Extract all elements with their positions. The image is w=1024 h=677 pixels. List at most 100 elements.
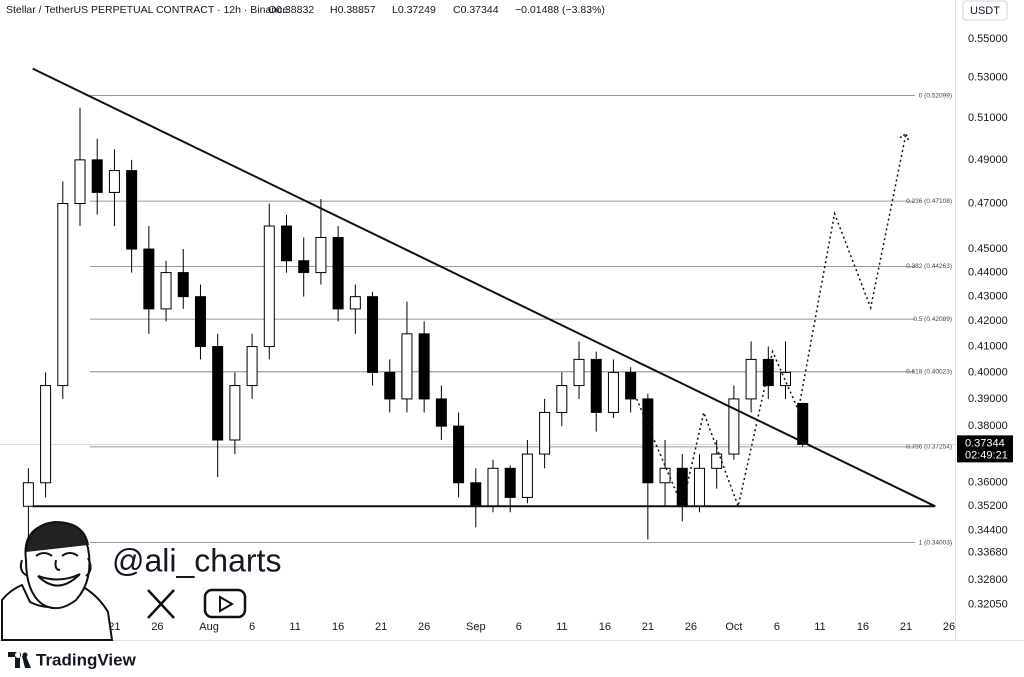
candle-body [780,371,792,387]
last-price-badge [957,435,1013,463]
triangle-pattern [32,67,936,508]
candle-body [229,385,241,441]
y-tick-label: 0.55000 [968,33,1008,45]
y-tick-label: 0.34400 [968,524,1008,536]
candle-body [194,296,206,348]
fib-level-label: 0 (0.52099) [919,92,952,99]
x-tick-label: 6 [516,621,522,633]
y-tick-label: 0.42000 [968,315,1008,327]
candle-body [728,398,740,455]
x-tick-label: 26 [943,621,955,633]
candle-body [40,385,52,484]
y-tick-label: 0.40000 [968,366,1008,378]
y-tick-label: 0.32050 [968,598,1008,610]
fib-level-label: 0.786 (0.37254) [906,444,952,451]
y-tick-label: 0.38000 [968,420,1008,432]
fib-level-label: 0.236 (0.47108) [906,198,952,205]
x-tick-label: 11 [556,621,567,633]
candle-body [22,482,34,507]
candle-body [298,260,310,274]
watermark: @ali_charts [112,542,281,578]
candle-body [108,170,120,193]
candle-body [745,358,757,400]
currency-box[interactable] [962,0,1008,21]
change: −0.01488 (−3.83%) [515,4,605,16]
y-tick-label: 0.49000 [968,154,1008,166]
projection-arrow [899,132,910,142]
candle-body [91,159,103,193]
currency[interactable]: USDT [970,5,1000,17]
candle-body [74,159,86,205]
candle-body [487,467,499,507]
x-icon[interactable] [147,589,175,619]
y-tick-label: 0.41000 [968,340,1008,352]
x-tick-label: 26 [685,621,697,633]
candle-body [246,346,258,387]
y-tick-label: 0.47000 [968,197,1008,209]
candle-body [126,170,138,250]
candle-body [470,482,482,507]
candle-body [384,371,396,400]
candle-body [521,453,533,498]
x-tick-label: 16 [599,621,611,633]
candle-body [57,203,69,387]
candle-body [625,371,637,400]
candle-body [573,358,585,387]
x-tick-label: 6 [774,621,780,633]
candle-body [504,467,516,498]
x-tick-label: Sep [466,621,486,633]
candle-body [143,248,155,310]
x-tick-label: 16 [332,621,344,633]
candle-body [349,296,361,310]
branding: TradingView [36,650,137,669]
avatar [1,520,114,641]
x-tick-label: 6 [249,621,255,633]
y-tick-label: 0.35200 [968,500,1008,512]
candle-body [367,296,379,373]
y-tick-label: 0.43000 [968,291,1008,303]
candle-body [556,385,568,413]
y-tick-label: 0.53000 [968,72,1008,84]
x-tick-label: 16 [857,621,869,633]
x-tick-label: Aug [199,621,219,633]
tradingview-logo[interactable] [8,652,31,668]
ohlc-high: H0.38857 [330,4,376,16]
candle-body [212,346,224,441]
candle-body [401,333,413,400]
candle-body [659,467,671,484]
last-price-label: 0.37344 [965,437,1005,449]
play-icon[interactable] [203,588,247,619]
candle-body [676,467,688,507]
candle-body [315,236,327,274]
x-tick-label: 21 [375,621,387,633]
y-tick-label: 0.36000 [968,477,1008,489]
countdown: 02:49:21 [965,449,1008,461]
x-tick-label: Oct [725,621,742,633]
y-tick-label: 0.44000 [968,266,1008,278]
candle-body [263,225,275,348]
candle-body [711,453,723,469]
x-tick-label: 11 [289,621,300,633]
candle-body [418,333,430,400]
candle-body [642,398,654,484]
fib-level-label: 0.382 (0.44263) [906,263,952,270]
candle-body [607,371,619,413]
plot-layer [22,67,936,574]
y-tick-label: 0.45000 [968,243,1008,255]
y-tick-label: 0.39000 [968,393,1008,405]
overlay-layer: 0.55000 0.53000 0.51000 0.49000 0.47000 0.450… [957,33,1013,610]
fib-level-label: 0.618 (0.40023) [906,369,952,376]
candle-body [177,272,189,298]
x-tick-label: 21 [900,621,912,633]
ohlc-close: C0.37344 [453,4,499,16]
x-tick-label: 21 [642,621,654,633]
candle-body [797,402,809,445]
x-tick-label: 26 [418,621,430,633]
ohlc-open: O0.38832 [268,4,314,16]
fib-level-label: 1 (0.34003) [919,539,952,546]
y-tick-label: 0.32800 [968,574,1008,586]
candle-body [453,425,465,484]
